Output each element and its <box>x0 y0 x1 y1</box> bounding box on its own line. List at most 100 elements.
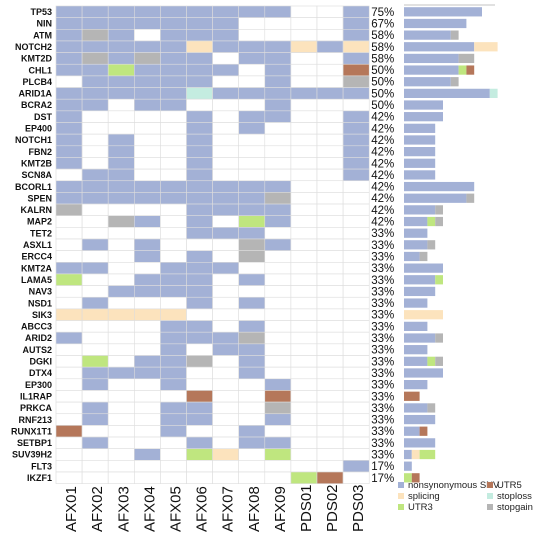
cell-ARID1A-AFX01 <box>55 87 83 100</box>
cell-KMT2D-PDS02 <box>316 52 344 65</box>
count-bar-segment <box>404 461 412 471</box>
cell-KALRN-PDS03 <box>342 203 370 217</box>
sample-label: PDS02 <box>324 484 341 532</box>
cell-PRKCA-PDS01 <box>290 401 318 415</box>
cell-DTX4-PDS02 <box>316 366 344 380</box>
count-bar-segment <box>404 298 428 308</box>
cell-BCORL1-AFX08 <box>238 180 266 193</box>
cell-RNF213-PDS01 <box>290 413 318 426</box>
percent-label: 33% <box>371 240 394 252</box>
cell-IL1RAP-AFX08 <box>238 390 266 403</box>
cell-IKZF1-AFX09 <box>264 471 292 484</box>
cell-RUNX1T1-AFX03 <box>107 425 135 438</box>
cell-ARID2-AFX04 <box>134 331 161 345</box>
cell-ERCC4-AFX07 <box>212 250 240 263</box>
cell-KMT2B-AFX05 <box>160 157 187 170</box>
gene-label: SCN8A <box>21 170 52 180</box>
cell-IKZF1-PDS03 <box>342 471 370 484</box>
cell-ERCC4-AFX06 <box>186 250 213 263</box>
cell-KMT2A-AFX02 <box>81 261 109 275</box>
cell-DGKI-PDS03 <box>342 355 370 368</box>
cell-RNF213-AFX03 <box>107 413 135 426</box>
cell-SPEN-PDS01 <box>290 192 318 205</box>
cell-ASXL1-PDS02 <box>316 238 344 251</box>
cell-PRKCA-PDS02 <box>316 401 344 415</box>
cell-RUNX1T1-AFX01 <box>55 425 83 438</box>
cell-MAP2-PDS03 <box>342 215 370 228</box>
gene-label: ABCC3 <box>21 322 52 332</box>
percent-label: 33% <box>371 450 394 462</box>
cell-BCRA2-AFX04 <box>134 98 161 112</box>
cell-SCN8A-PDS03 <box>342 168 370 182</box>
gene-label: SUV39H2 <box>12 450 52 460</box>
cell-MAP2-AFX09 <box>264 215 292 228</box>
count-bar-segment <box>435 356 443 366</box>
cell-SPEN-AFX04 <box>134 192 161 205</box>
cell-BCRA2-AFX02 <box>81 98 109 112</box>
cell-ERCC4-AFX03 <box>107 250 135 263</box>
cell-EP300-PDS03 <box>342 378 370 391</box>
cell-TP53-PDS03 <box>342 5 370 18</box>
cell-AUTS2-AFX01 <box>55 343 83 356</box>
cell-CHL1-AFX01 <box>55 63 83 77</box>
cell-DGKI-AFX02 <box>81 355 109 368</box>
cell-SCN8A-AFX02 <box>81 168 109 182</box>
legend-swatch <box>487 504 493 510</box>
cell-TET2-PDS03 <box>342 227 370 240</box>
percent-label: 33% <box>371 438 394 450</box>
cell-BCRA2-PDS01 <box>290 98 318 112</box>
cell-ABCC3-PDS03 <box>342 320 370 333</box>
cell-IL1RAP-PDS01 <box>290 390 318 403</box>
sample-label: AFX07 <box>220 486 237 532</box>
cell-ARID1A-PDS02 <box>316 87 344 100</box>
cell-KMT2B-AFX04 <box>134 157 161 170</box>
cell-IL1RAP-AFX09 <box>264 390 292 403</box>
count-bar-segment <box>404 147 436 157</box>
sample-label: AFX06 <box>194 486 211 532</box>
cell-DGKI-AFX04 <box>134 355 161 368</box>
cell-FBN2-AFX03 <box>107 145 135 158</box>
cell-ABCC3-AFX04 <box>134 320 161 333</box>
cell-SETBP1-AFX08 <box>238 436 266 449</box>
percent-label: 33% <box>371 426 394 438</box>
cell-BCORL1-AFX05 <box>160 180 187 193</box>
cell-MAP2-AFX06 <box>186 215 213 228</box>
cell-FLT3-AFX08 <box>238 460 266 473</box>
percent-label: 58% <box>371 53 394 65</box>
cell-DST-AFX06 <box>186 110 213 123</box>
cell-NIN-AFX05 <box>160 17 187 30</box>
gene-label: KMT2B <box>21 158 52 168</box>
cell-MAP2-PDS01 <box>290 215 318 228</box>
cell-KALRN-PDS01 <box>290 203 318 217</box>
cell-TP53-PDS01 <box>290 5 318 18</box>
legend-label: nonsynonymous SNV <box>408 480 500 491</box>
legend-label: UTR3 <box>408 502 433 513</box>
count-bar-segment <box>404 30 451 40</box>
cell-NOTCH1-AFX01 <box>55 133 83 147</box>
cell-RNF213-AFX08 <box>238 413 266 426</box>
cell-RUNX1T1-PDS01 <box>290 425 318 438</box>
count-bar-segment <box>404 53 459 64</box>
percent-label: 33% <box>371 403 394 415</box>
cell-AUTS2-AFX07 <box>212 343 240 356</box>
cell-ERCC4-AFX02 <box>81 250 109 263</box>
cell-ATM-AFX03 <box>107 28 135 42</box>
cell-KMT2A-PDS03 <box>342 261 370 275</box>
cell-RNF213-PDS03 <box>342 413 370 426</box>
cell-LAMA5-AFX06 <box>186 273 213 286</box>
cell-CHL1-PDS02 <box>316 63 344 77</box>
cell-NAV3-PDS02 <box>316 285 344 298</box>
cell-RUNX1T1-AFX04 <box>134 425 161 438</box>
cell-NAV3-AFX05 <box>160 285 187 298</box>
cell-NIN-PDS01 <box>290 17 318 30</box>
cell-FBN2-AFX04 <box>134 145 161 158</box>
cell-CHL1-AFX09 <box>264 63 292 77</box>
percent-label: 33% <box>371 263 394 275</box>
cell-FLT3-AFX04 <box>134 460 161 473</box>
cell-LAMA5-AFX02 <box>81 273 109 286</box>
cell-AUTS2-PDS01 <box>290 343 318 356</box>
gene-label: TP53 <box>30 7 52 17</box>
cell-MAP2-PDS02 <box>316 215 344 228</box>
